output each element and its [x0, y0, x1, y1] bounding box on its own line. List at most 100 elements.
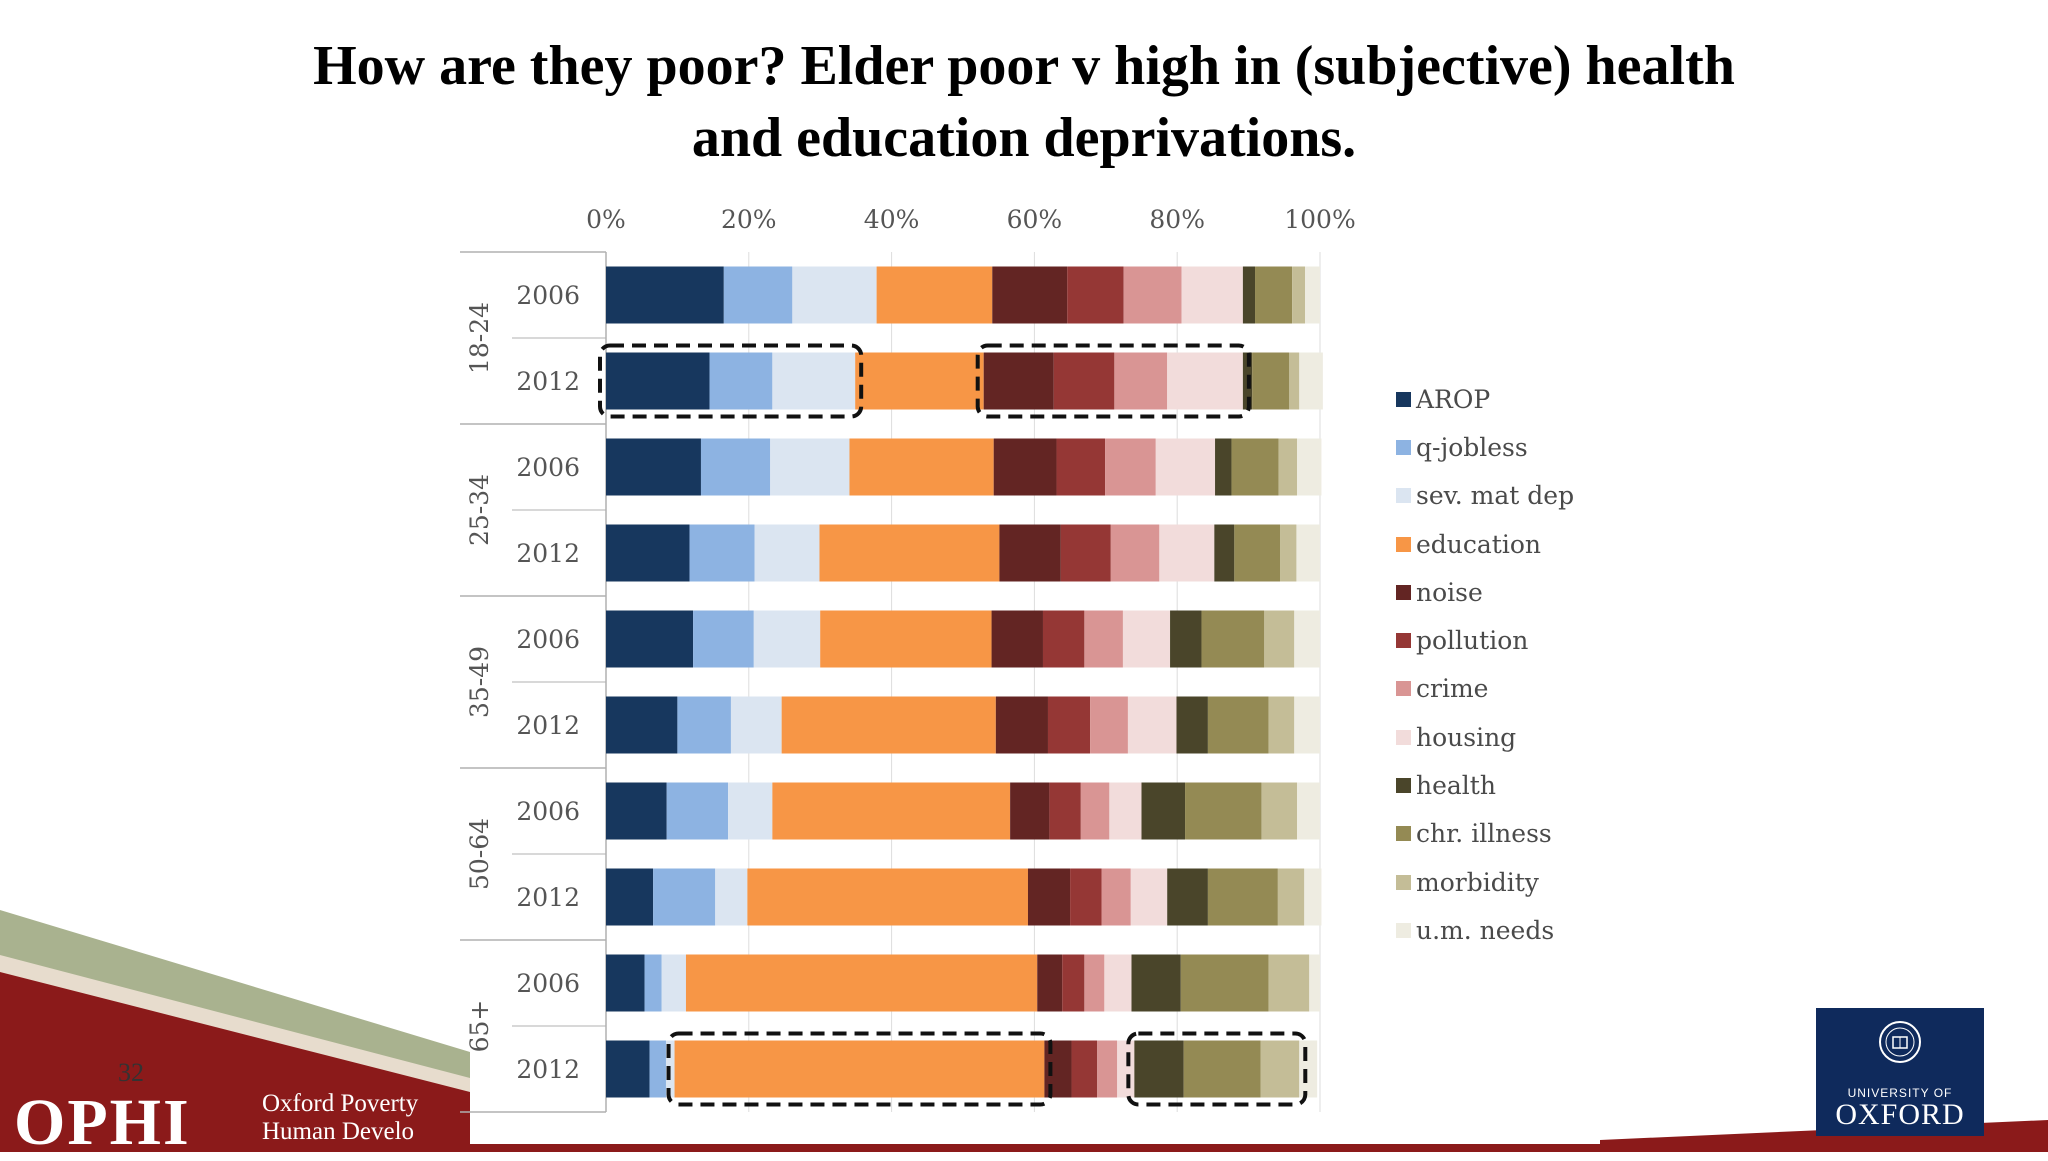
- legend-swatch: [1396, 633, 1411, 649]
- group-label: 35-49: [465, 646, 494, 718]
- category-label: 2006: [516, 281, 580, 310]
- bar-segment: [1297, 438, 1322, 496]
- bar-segment: [1280, 524, 1297, 582]
- bar-segment: [606, 438, 701, 496]
- bar-segment: [685, 954, 1038, 1012]
- bar-segment: [644, 954, 662, 1012]
- bar-segment: [1010, 782, 1050, 840]
- bar-segment: [1090, 696, 1128, 754]
- bar-segment: [1299, 1040, 1318, 1098]
- legend-swatch: [1396, 826, 1411, 842]
- bar-segment: [700, 438, 771, 496]
- bar-segment: [855, 352, 984, 410]
- bar-segment: [1109, 782, 1142, 840]
- legend-label: health: [1416, 771, 1496, 801]
- bar-segment: [792, 266, 877, 324]
- university-of-label: UNIVERSITY OF: [1847, 1086, 1953, 1100]
- x-tick-label: 100%: [1284, 205, 1355, 234]
- bar-segment: [1231, 438, 1279, 496]
- bar-segment: [1053, 352, 1115, 410]
- bar-segment: [747, 868, 1028, 926]
- bar-segment: [723, 266, 793, 324]
- bar-segment: [995, 696, 1048, 754]
- bar-segment: [991, 610, 1043, 668]
- bar-segment: [606, 1040, 650, 1098]
- bar-segment: [1181, 266, 1243, 324]
- bar-segment: [1097, 1040, 1118, 1098]
- category-label: 2006: [516, 969, 580, 998]
- bar-segment: [1296, 524, 1320, 582]
- highlight-box: [598, 343, 864, 419]
- bar-segment: [1294, 610, 1320, 668]
- bar-segment: [1049, 782, 1081, 840]
- bar-segment: [1183, 1040, 1261, 1098]
- bar-segment: [677, 696, 731, 754]
- slide-title-line1: How are they poor? Elder poor v high in …: [313, 35, 1735, 97]
- ophi-logo: OPHI: [14, 1086, 191, 1159]
- legend-item: noise: [1396, 568, 1574, 616]
- legend-item: health: [1396, 761, 1574, 809]
- x-tick-label: 60%: [1007, 205, 1063, 234]
- bar-segment: [1167, 868, 1208, 926]
- bar-segment: [1114, 352, 1168, 410]
- group-label: 25-34: [465, 474, 494, 546]
- bar-segment: [781, 696, 996, 754]
- bar-segment: [1027, 868, 1071, 926]
- bar-segment: [1080, 782, 1110, 840]
- category-label: 2012: [516, 883, 580, 912]
- legend-swatch: [1396, 681, 1411, 697]
- oxford-label: OXFORD: [1835, 1098, 1965, 1131]
- bar-segment: [1234, 524, 1281, 582]
- bar-segment: [1207, 696, 1269, 754]
- highlight-box: [1126, 1031, 1308, 1107]
- chart-legend: AROP q-jobless sev. mat dep education noise p…: [1396, 375, 1574, 955]
- bar-segment: [661, 954, 686, 1012]
- bar-segment: [1084, 954, 1105, 1012]
- bar-segment: [1201, 610, 1265, 668]
- bar-segment: [1305, 266, 1320, 324]
- legend-label: education: [1416, 529, 1541, 559]
- bar-segment: [1176, 696, 1208, 754]
- bar-segment: [1289, 352, 1300, 410]
- bar-segment: [1260, 1040, 1300, 1098]
- bar-segment: [1185, 782, 1262, 840]
- legend-item: pollution: [1396, 616, 1574, 664]
- bar-segment: [819, 524, 1000, 582]
- bar-segment: [1105, 438, 1156, 496]
- bar-segment: [715, 868, 748, 926]
- bar-segment: [1292, 266, 1306, 324]
- category-label: 2006: [516, 625, 580, 654]
- bar-segment: [754, 524, 820, 582]
- ophi-logo-subtitle: Oxford Poverty Human Develo: [262, 1090, 446, 1146]
- bar-segment: [849, 438, 994, 496]
- bar-segment: [689, 524, 755, 582]
- page-number: 32: [118, 1058, 144, 1087]
- bar-segment: [1207, 868, 1278, 926]
- bar-segment: [1071, 1040, 1098, 1098]
- category-label: 2012: [516, 539, 580, 568]
- bar-segment: [1122, 610, 1171, 668]
- bar-segment: [730, 696, 782, 754]
- legend-item: housing: [1396, 713, 1574, 761]
- legend-item: morbidity: [1396, 858, 1574, 906]
- university-of-oxford-logo: UNIVERSITY OF OXFORD: [1816, 1008, 1984, 1136]
- bar-segment: [1309, 954, 1320, 1012]
- ophi-subtitle-line2: Human Develo: [262, 1118, 415, 1145]
- bar-segment: [1067, 266, 1124, 324]
- category-label: 2006: [516, 453, 580, 482]
- bar-segment: [772, 352, 856, 410]
- legend-swatch: [1396, 922, 1411, 938]
- legend-swatch: [1396, 729, 1411, 745]
- footer-red-band: [0, 972, 470, 1152]
- bar-segment: [1127, 696, 1177, 754]
- legend-label: sev. mat dep: [1416, 481, 1575, 511]
- ophi-subtitle-line1: Oxford Poverty: [262, 1090, 419, 1117]
- legend-label: u.m. needs: [1416, 915, 1555, 945]
- bar-segment: [1167, 352, 1243, 410]
- legend-label: housing: [1416, 722, 1517, 752]
- bar-segment: [820, 610, 992, 668]
- legend-item: chr. illness: [1396, 810, 1574, 858]
- bar-segment: [1070, 868, 1102, 926]
- bar-segment: [1155, 438, 1216, 496]
